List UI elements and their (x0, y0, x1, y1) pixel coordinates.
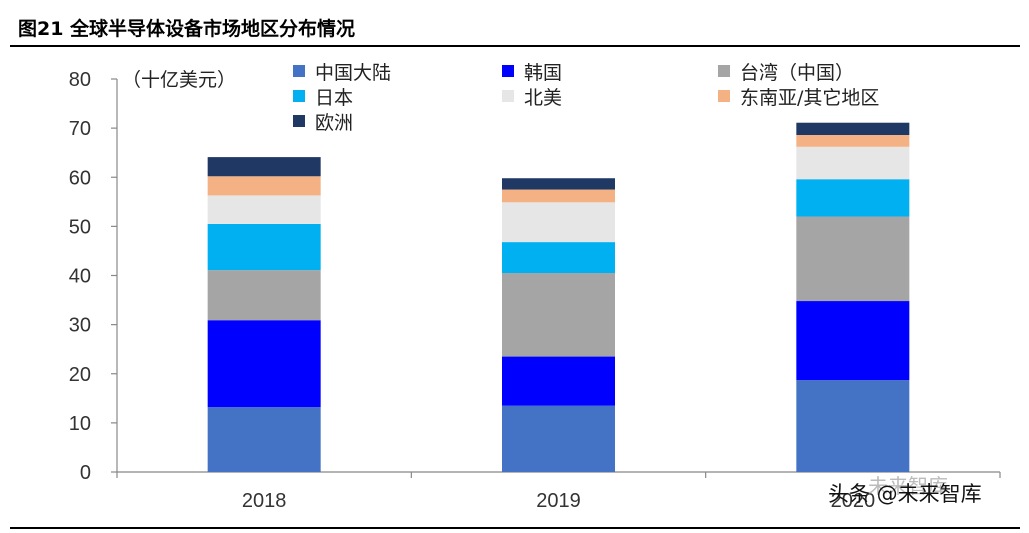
bar-segment-2020 (796, 122, 910, 136)
legend-swatch (293, 90, 305, 102)
legend-swatch (293, 65, 305, 77)
y-tick-label: 20 (69, 364, 91, 386)
legend-label: 日本 (315, 87, 353, 109)
legend-swatch (718, 90, 730, 102)
bar-segment-2018 (207, 320, 321, 408)
y-tick-label: 60 (69, 167, 91, 189)
bar-segment-2019 (502, 273, 615, 357)
bar-segment-2020 (796, 301, 910, 381)
legend-label: 东南亚/其它地区 (740, 87, 879, 109)
y-tick-label: 30 (69, 315, 91, 337)
x-tick-label: 2018 (242, 490, 287, 512)
bar-segment-2020 (796, 146, 910, 180)
legend-label: 台湾（中国） (740, 62, 854, 84)
title-divider (10, 45, 1020, 47)
legend-label: 北美 (524, 87, 562, 109)
legend-swatch (502, 90, 514, 102)
bar-segment-2019 (502, 242, 615, 274)
bar-segment-2019 (502, 356, 615, 406)
bar-segment-2020 (796, 135, 910, 147)
figure-title: 图21 全球半导体设备市场地区分布情况 (18, 18, 356, 40)
watermark: 头条 @未来智库 (828, 482, 982, 506)
y-tick-label: 10 (69, 413, 91, 435)
bar-segment-2018 (207, 195, 321, 224)
bar-segment-2018 (207, 270, 321, 321)
y-tick-label: 70 (69, 118, 91, 140)
bars (207, 122, 910, 472)
watermark-faint: 未来智库 (868, 474, 948, 498)
bar-segment-2020 (796, 216, 910, 302)
legend-label: 中国大陆 (315, 62, 391, 84)
bar-segment-2018 (207, 176, 321, 196)
y-tick-label: 50 (69, 216, 91, 238)
bar-segment-2019 (502, 189, 615, 203)
bar-segment-2018 (207, 157, 321, 177)
legend-swatch (502, 65, 514, 77)
legend-label: 韩国 (524, 62, 562, 84)
y-tick-label: 40 (69, 266, 91, 288)
bar-segment-2020 (796, 380, 910, 472)
unit-label: （十亿美元） (122, 69, 236, 91)
legend-swatch (293, 115, 305, 127)
x-tick-label: 2020 (831, 490, 876, 512)
bottom-divider (10, 527, 1020, 529)
bar-segment-2018 (207, 223, 321, 271)
x-tick-label: 2019 (536, 490, 581, 512)
bar-segment-2018 (207, 407, 321, 472)
legend-swatch (718, 65, 730, 77)
bar-segment-2019 (502, 202, 615, 243)
bar-segment-2019 (502, 405, 615, 472)
y-tick-label: 80 (69, 69, 91, 91)
y-tick-label: 0 (80, 462, 91, 484)
bar-segment-2020 (796, 179, 910, 217)
legend-label: 欧洲 (315, 112, 353, 134)
bar-segment-2019 (502, 178, 615, 190)
